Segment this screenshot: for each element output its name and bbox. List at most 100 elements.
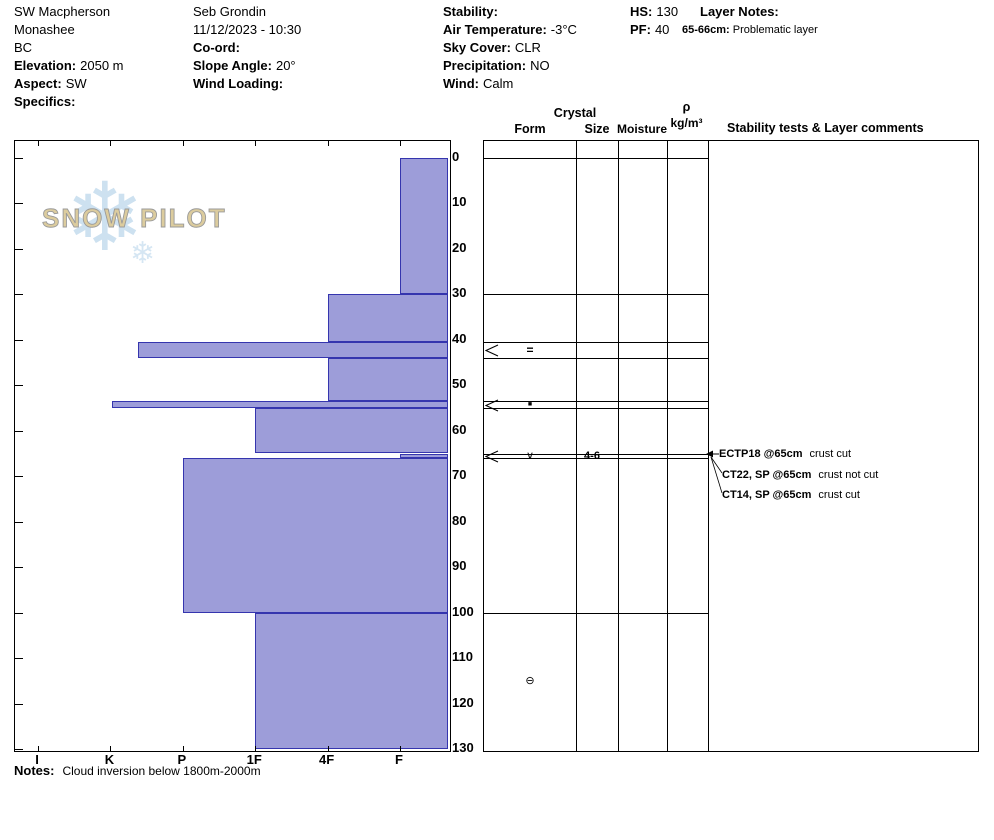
hardness-tick-label: K — [104, 752, 115, 767]
wind-value: Calm — [482, 76, 514, 91]
precipitation-value: NO — [530, 58, 550, 73]
wind-loading-label: Wind Loading: — [193, 76, 284, 91]
hardness-tick — [182, 141, 184, 146]
depth-tick — [15, 612, 23, 614]
stability-test-annotation: ECTP18 @65cm crust cut — [719, 448, 852, 460]
observation-datetime: 11/12/2023 - 10:30 — [193, 22, 302, 37]
stability-label: Stability: — [443, 4, 498, 19]
hardness-tick-label: 1F — [246, 752, 262, 767]
depth-tick — [15, 339, 23, 341]
depth-tick — [15, 430, 23, 432]
thin-layer-marker-icon — [485, 450, 499, 463]
hardness-tick — [110, 746, 112, 751]
stability-test-annotation: CT14, SP @65cm crust cut — [722, 489, 860, 501]
crystal-column-header: Crystal — [553, 106, 597, 120]
layer-boundary-line — [484, 458, 708, 460]
sky-cover-label: Sky Cover: — [443, 40, 511, 55]
hs-label: HS: — [630, 4, 653, 19]
hardness-tick — [400, 141, 401, 146]
hardness-tick — [327, 141, 329, 146]
hardness-profile-chart: ❄ ❄ SNOW PILOT — [14, 140, 451, 752]
snowpack-block: HS: 130 PF: 40 — [630, 3, 678, 39]
hardness-tick — [182, 746, 184, 751]
hardness-tick — [38, 141, 39, 146]
mountain-range: Monashee — [14, 22, 75, 37]
depth-tick — [15, 248, 23, 250]
depth-tick-label: 70 — [452, 467, 467, 483]
depth-tick-label: 130 — [452, 740, 474, 755]
aspect-label: Aspect: — [14, 76, 62, 91]
layer-note-entry: 65-66cm: Problematic layer — [682, 24, 818, 36]
layer-boundary-line — [484, 612, 708, 614]
snow-layer-bar — [111, 401, 448, 409]
location-block: SW Macpherson Monashee BC Elevation: 2050… — [14, 3, 124, 111]
air-temperature-value: -3°C — [550, 22, 577, 37]
depth-tick-label: 110 — [452, 649, 473, 665]
depth-tick-label: 120 — [452, 694, 474, 710]
depth-tick — [15, 521, 23, 523]
layer-boundary-line — [484, 358, 708, 360]
snow-layer-bar — [327, 358, 448, 402]
column-divider — [667, 141, 668, 751]
conditions-block: Stability: Air Temperature: -3°C Sky Cove… — [443, 3, 577, 93]
snow-layer-bar — [182, 458, 448, 613]
depth-tick — [15, 658, 23, 660]
form-column-header: Form — [514, 122, 546, 136]
moisture-column-header: Moisture — [617, 122, 668, 136]
depth-tick-label: 40 — [452, 330, 467, 346]
snow-layer-bar — [400, 158, 448, 295]
elevation-label: Elevation: — [14, 58, 77, 73]
comments-column-header: Stability tests & Layer comments — [727, 121, 924, 135]
hardness-tick-label: F — [395, 752, 403, 767]
notes-label: Notes: — [14, 763, 55, 778]
layer-boundary-line — [484, 342, 708, 344]
layer-boundary-line — [484, 158, 708, 159]
depth-tick-label: 50 — [452, 376, 467, 392]
hardness-tick-label: I — [35, 752, 39, 767]
depth-axis: 0 10 20 30 40 50 60 70 80 90 100 110 120 130 — [449, 140, 483, 758]
grain-form-symbol: ■ — [527, 400, 533, 408]
snow-layer-bar — [137, 342, 448, 359]
snow-layer-bar — [327, 294, 448, 343]
hardness-tick-label: P — [177, 752, 187, 767]
thin-layer-marker-icon — [485, 399, 499, 412]
column-divider — [708, 141, 709, 751]
snowflake-icon: ❄ — [65, 165, 145, 271]
layer-boundary-line — [484, 401, 708, 403]
grain-form-symbol: = — [526, 343, 534, 358]
slope-angle-value: 20° — [275, 58, 296, 73]
observer-block: Seb Grondin 11/12/2023 - 10:30 Co-ord: S… — [193, 3, 301, 93]
density-unit-label: kg/m³ — [670, 116, 703, 130]
grain-form-symbol: ⊖ — [525, 674, 535, 687]
size-column-header: Size — [584, 122, 610, 136]
wind-label: Wind: — [443, 76, 479, 91]
snowflake-icon: ❄ — [130, 237, 156, 270]
hardness-tick — [400, 746, 401, 751]
depth-tick — [15, 567, 23, 569]
precipitation-label: Precipitation: — [443, 58, 527, 73]
depth-tick — [15, 294, 23, 296]
depth-tick — [15, 476, 23, 478]
hardness-tick — [255, 746, 257, 751]
aspect-value: SW — [65, 76, 87, 91]
elevation-value: 2050 m — [80, 58, 124, 73]
snow-layer-bar — [400, 453, 448, 459]
depth-tick — [15, 385, 23, 387]
pit-name: SW Macpherson — [14, 4, 111, 19]
depth-tick-label: 90 — [452, 558, 467, 574]
region: BC — [14, 40, 33, 55]
column-divider — [618, 141, 619, 751]
depth-tick-label: 30 — [452, 285, 467, 301]
density-column-header: ρ — [682, 100, 691, 114]
layer-notes-block: Layer Notes: — [700, 3, 779, 21]
depth-tick — [15, 158, 23, 159]
hardness-tick-label: 4F — [319, 752, 335, 767]
coord-label: Co-ord: — [193, 40, 240, 55]
layer-boundary-line — [484, 294, 708, 296]
air-temperature-label: Air Temperature: — [443, 22, 547, 37]
snowpilot-watermark: SNOW PILOT — [42, 203, 227, 234]
depth-tick-label: 0 — [452, 149, 460, 164]
stability-tests-area: ECTP18 @65cm crust cut CT22, SP @65cm crust… — [707, 140, 977, 750]
snow-layer-bar — [255, 408, 448, 454]
